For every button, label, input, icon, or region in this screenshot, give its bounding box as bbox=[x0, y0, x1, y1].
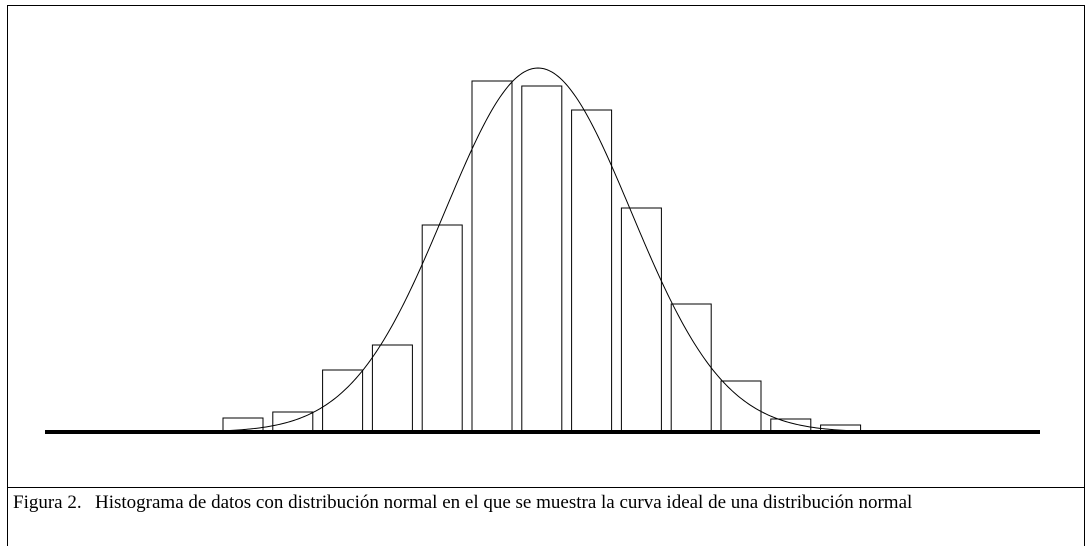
bar bbox=[322, 369, 364, 433]
caption-text: Histograma de datos con distribución nor… bbox=[95, 492, 913, 513]
caption: Figura 2. Histograma de datos con distri… bbox=[7, 487, 1085, 547]
bar bbox=[421, 224, 463, 433]
chart bbox=[45, 67, 1040, 434]
figure-frame bbox=[7, 5, 1085, 546]
bar bbox=[471, 80, 513, 433]
bar bbox=[720, 380, 762, 433]
bar bbox=[571, 109, 613, 433]
caption-label: Figura 2. bbox=[13, 492, 82, 513]
bar bbox=[521, 85, 563, 433]
bar bbox=[620, 207, 662, 433]
normal-curve bbox=[189, 67, 895, 433]
bar bbox=[670, 303, 712, 433]
bar bbox=[371, 344, 413, 433]
